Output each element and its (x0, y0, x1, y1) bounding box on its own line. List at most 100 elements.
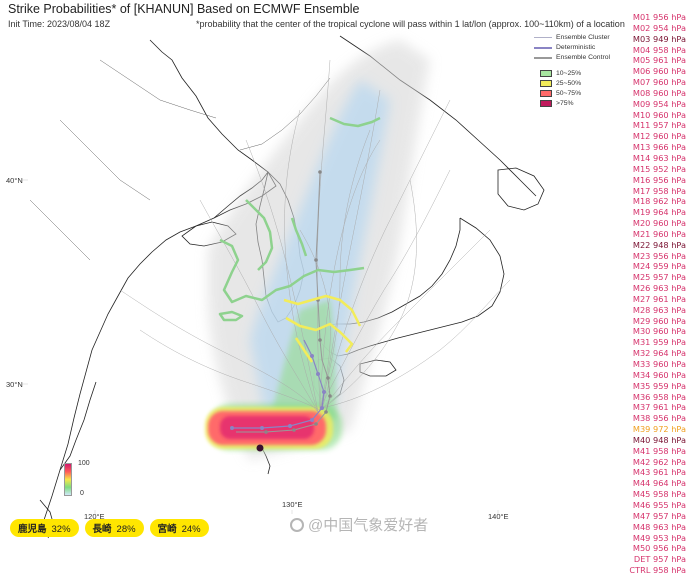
member-item: M48 963 hPa (632, 521, 686, 532)
member-item: M24 959 hPa (632, 261, 686, 272)
member-item: M14 963 hPa (632, 152, 686, 163)
legend-bin-10-25: 10~25% (532, 69, 618, 79)
member-item: M17 958 hPa (632, 185, 686, 196)
member-item: M29 960 hPa (632, 315, 686, 326)
member-item: M04 958 hPa (632, 44, 686, 55)
thin-line-icon (534, 37, 552, 38)
border-1 (99, 59, 217, 119)
member-item: M49 953 hPa (632, 532, 686, 543)
probability-field (205, 40, 430, 460)
legend-bin-75plus: >75% (532, 99, 618, 109)
member-item: M35 959 hPa (632, 380, 686, 391)
init-time: Init Time: 2023/08/04 18Z (8, 19, 111, 29)
probability-note: *probability that the center of the trop… (196, 19, 625, 29)
control-points (264, 170, 332, 434)
member-item: M13 966 hPa (632, 142, 686, 153)
member-item: M08 960 hPa (632, 87, 686, 98)
city-badge-kagoshima: 鹿児島 32% (10, 519, 79, 537)
colorbar-top: 100 (78, 460, 90, 467)
member-item: M43 961 hPa (632, 467, 686, 478)
member-item: M38 956 hPa (632, 413, 686, 424)
member-item: M18 962 hPa (632, 196, 686, 207)
ensemble-tracks (119, 59, 511, 413)
dot-line-icon (534, 57, 552, 59)
member-item: M23 956 hPa (632, 250, 686, 261)
member-item: M39 972 hPa (632, 424, 686, 435)
member-item: M46 955 hPa (632, 499, 686, 510)
lat-label-30: 30°N (6, 380, 23, 389)
member-item: M02 954 hPa (632, 22, 686, 33)
city-badge-nagasaki: 長崎 28% (84, 519, 144, 537)
china-coast (43, 39, 277, 521)
member-item: M31 959 hPa (632, 337, 686, 348)
cyclone-marker (256, 444, 264, 452)
member-item: M40 948 hPa (632, 434, 686, 445)
border-2 (239, 77, 331, 151)
member-item: M16 956 hPa (632, 174, 686, 185)
legend-bin-50-75: 50~75% (532, 89, 618, 99)
member-item: M47 957 hPa (632, 510, 686, 521)
border-4 (29, 199, 91, 261)
strike-probability-map (22, 35, 545, 539)
member-item: M25 957 hPa (632, 272, 686, 283)
map-grid (22, 179, 499, 514)
member-item: M44 964 hPa (632, 478, 686, 489)
member-item: M07 960 hPa (632, 77, 686, 88)
member-item: CTRL 958 hPa (629, 565, 686, 576)
color-swatch (540, 90, 552, 97)
colorbar-bottom: 0 (80, 490, 84, 497)
member-item: M34 960 hPa (632, 369, 686, 380)
member-item: M11 957 hPa (632, 120, 686, 131)
lon-label-120: 120°E (84, 512, 105, 521)
member-item: M33 960 hPa (632, 359, 686, 369)
member-item: M28 963 hPa (632, 304, 686, 315)
member-item: M22 948 hPa (632, 239, 686, 250)
color-swatch (540, 80, 552, 87)
member-item: M36 958 hPa (632, 391, 686, 402)
member-item: M37 961 hPa (632, 402, 686, 413)
member-item: M03 949 hPa (632, 33, 686, 44)
weibo-icon (290, 518, 304, 532)
city-badge-miyazaki: 宮崎 24% (149, 519, 209, 537)
map-legend: Ensemble Cluster Deterministic Ensemble … (532, 33, 618, 109)
member-item: M32 964 hPa (632, 348, 686, 359)
legend-deterministic: Deterministic (532, 43, 618, 53)
member-item: M20 960 hPa (632, 218, 686, 229)
member-item: M30 960 hPa (632, 326, 686, 337)
chart-title: Strike Probabilities* of [KHANUN] Based … (8, 2, 360, 16)
legend-bin-25-50: 25~50% (532, 79, 618, 89)
member-item: M42 962 hPa (632, 456, 686, 467)
dot-line-icon (534, 47, 552, 49)
member-item: M12 960 hPa (632, 131, 686, 142)
member-item: M15 952 hPa (632, 163, 686, 174)
lat-label-40: 40°N (6, 176, 23, 185)
city-probability-strip: 鹿児島 32% 長崎 28% 宮崎 24% (10, 519, 209, 537)
member-item: M41 958 hPa (632, 445, 686, 456)
member-item: M27 961 hPa (632, 293, 686, 304)
member-item: M05 961 hPa (632, 55, 686, 66)
ensemble-member-list: M01 956 hPa M02 954 hPa M03 949 hPa M04 958… (620, 12, 686, 576)
hokkaido (497, 167, 545, 211)
color-swatch (540, 70, 552, 77)
member-item: M45 958 hPa (632, 489, 686, 500)
probability-region-outlines (218, 116, 381, 363)
member-item: DET 957 hPa (633, 554, 686, 565)
member-item: M19 964 hPa (632, 207, 686, 218)
watermark: @中国气象爱好者 (290, 514, 428, 535)
probability-colorbar (64, 463, 72, 496)
member-item: M09 954 hPa (632, 98, 686, 109)
border-3 (59, 119, 151, 201)
lon-label-130: 130°E (282, 500, 303, 509)
color-swatch (540, 100, 552, 107)
member-item: M26 963 hPa (632, 283, 686, 294)
member-item: M21 960 hPa (632, 228, 686, 239)
member-item: M50 956 hPa (632, 543, 686, 554)
member-item: M01 956 hPa (632, 12, 686, 22)
member-item: M06 960 hPa (632, 66, 686, 77)
lon-label-140: 140°E (488, 512, 509, 521)
legend-ensemble-control: Ensemble Control (532, 53, 618, 63)
member-item: M10 960 hPa (632, 109, 686, 120)
deterministic-points (230, 354, 326, 430)
legend-ensemble-cluster: Ensemble Cluster (532, 33, 618, 43)
east-china-coast-north (59, 381, 97, 471)
